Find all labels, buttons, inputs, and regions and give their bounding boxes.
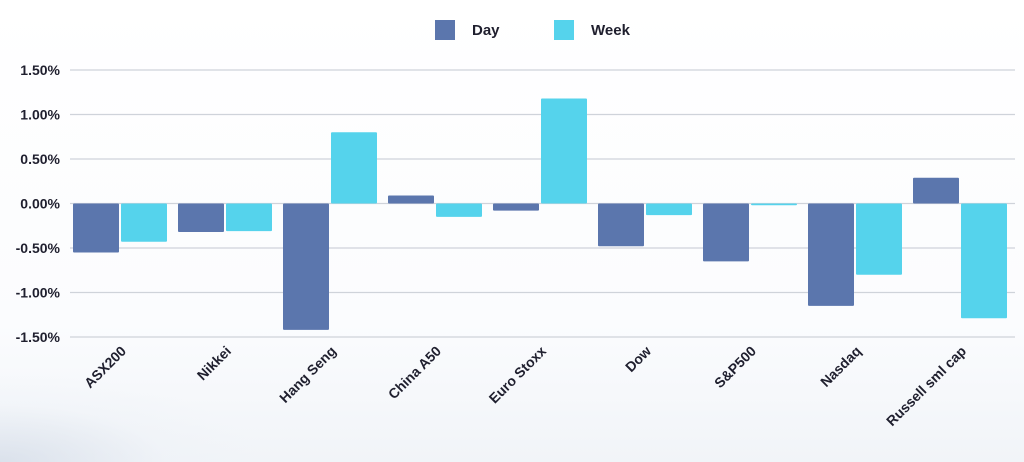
legend-swatch-week bbox=[554, 20, 574, 40]
x-tick-label: ASX200 bbox=[81, 343, 129, 391]
x-tick-label: Dow bbox=[622, 343, 654, 375]
y-tick-label: 1.00% bbox=[20, 107, 60, 123]
bar-week bbox=[436, 203, 482, 217]
y-tick-label: -0.50% bbox=[16, 240, 61, 256]
bar-week bbox=[961, 203, 1007, 319]
y-tick-label: 1.50% bbox=[20, 62, 60, 78]
y-tick-label: -1.00% bbox=[16, 285, 61, 301]
x-tick-label: Hang Seng bbox=[276, 343, 339, 406]
bar-day bbox=[283, 203, 329, 330]
x-tick-label: S&P500 bbox=[711, 343, 759, 391]
legend-item-week: Week bbox=[554, 20, 630, 40]
bar-week bbox=[751, 203, 797, 206]
legend-label-week: Week bbox=[591, 21, 630, 39]
bar-day bbox=[703, 203, 749, 262]
bar-day bbox=[913, 177, 959, 204]
x-tick-label: Russell sml cap bbox=[883, 343, 969, 429]
bar-day bbox=[73, 203, 119, 253]
bar-week bbox=[646, 203, 692, 216]
bar-day bbox=[388, 195, 434, 204]
chart-legend: Day Week bbox=[0, 20, 1024, 44]
bar-week bbox=[226, 203, 272, 232]
x-tick-label: Euro Stoxx bbox=[486, 343, 550, 407]
x-tick-label: Nasdaq bbox=[817, 343, 864, 390]
y-tick-label: 0.00% bbox=[20, 196, 60, 212]
bar-week bbox=[331, 132, 377, 204]
x-tick-label: China A50 bbox=[385, 343, 445, 403]
bar-day bbox=[493, 203, 539, 211]
legend-swatch-day bbox=[435, 20, 455, 40]
bar-week bbox=[856, 203, 902, 275]
bar-day bbox=[598, 203, 644, 247]
x-tick-label: Nikkei bbox=[194, 343, 234, 383]
bar-week bbox=[541, 98, 587, 204]
y-tick-label: -1.50% bbox=[16, 329, 61, 345]
bar-day bbox=[808, 203, 854, 306]
legend-item-day: Day bbox=[435, 20, 500, 40]
bar-day bbox=[178, 203, 224, 232]
y-tick-label: 0.50% bbox=[20, 151, 60, 167]
bar-week bbox=[121, 203, 167, 242]
legend-label-day: Day bbox=[472, 21, 500, 39]
